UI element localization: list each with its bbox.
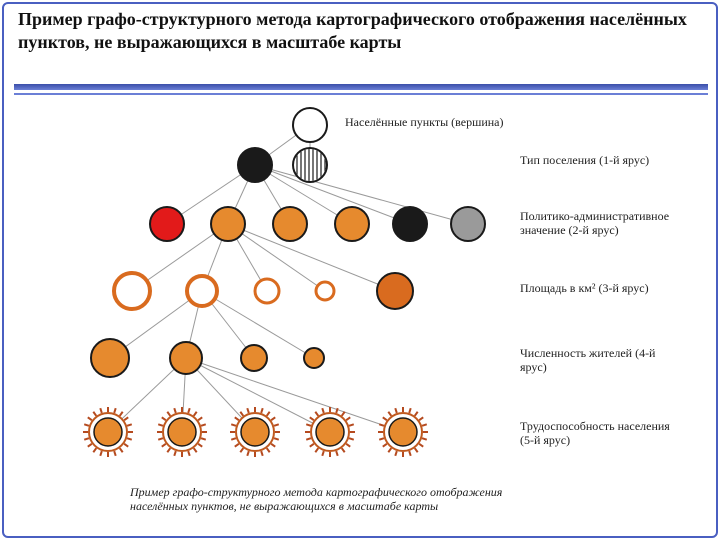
node-a3	[273, 207, 307, 241]
graph-diagram	[0, 0, 720, 540]
node-p5	[377, 273, 413, 309]
node-p4	[316, 282, 334, 300]
node-w5	[378, 407, 428, 457]
caption: Пример графо-структурного метода картогр…	[130, 485, 560, 514]
node-p3	[255, 279, 279, 303]
node-a4	[335, 207, 369, 241]
node-a6	[451, 207, 485, 241]
tier-label: Трудоспособность населения (5-й ярус)	[520, 420, 685, 448]
tier-label: Тип поселения (1-й ярус)	[520, 154, 685, 168]
tier-label: Населённые пункты (вершина)	[345, 116, 510, 130]
node-p1	[114, 273, 150, 309]
node-w1	[83, 407, 133, 457]
node-w4	[305, 407, 355, 457]
node-t1	[238, 148, 272, 182]
edge	[228, 224, 395, 291]
node-p2	[187, 276, 217, 306]
tier-label: Численность жителей (4-й ярус)	[520, 347, 685, 375]
edge	[186, 358, 403, 432]
tier-label: Политико-административное значение (2-й …	[520, 210, 685, 238]
node-a5	[393, 207, 427, 241]
node-root	[293, 108, 327, 142]
node-n2	[170, 342, 202, 374]
node-a1	[150, 207, 184, 241]
node-t2	[293, 148, 327, 182]
node-w2	[157, 407, 207, 457]
node-a2	[211, 207, 245, 241]
node-n3	[241, 345, 267, 371]
node-w3	[230, 407, 280, 457]
node-n1	[91, 339, 129, 377]
node-n4	[304, 348, 324, 368]
tier-label: Площадь в км² (3-й ярус)	[520, 282, 685, 296]
